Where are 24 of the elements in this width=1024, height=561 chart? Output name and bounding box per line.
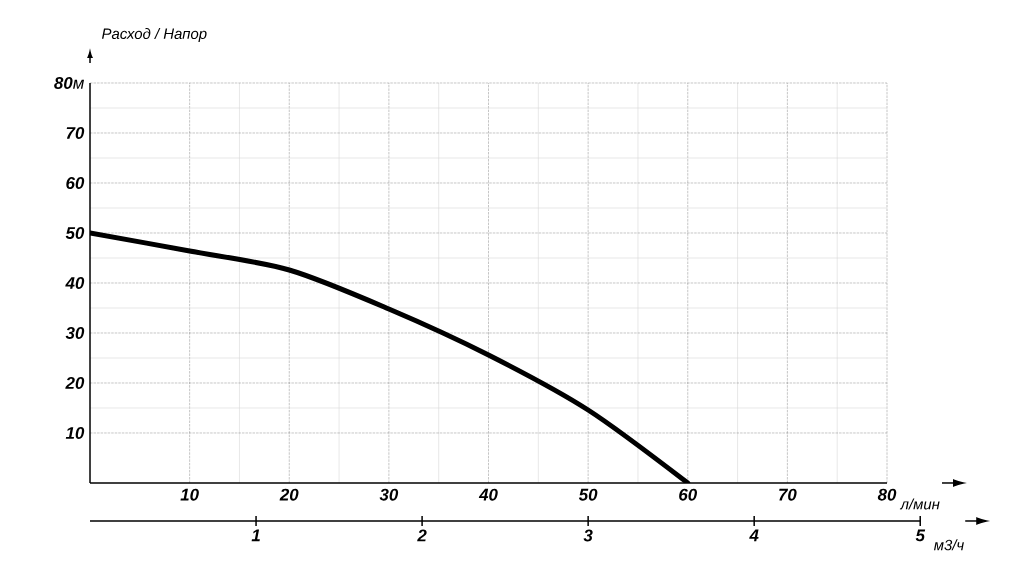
- x-tick-label: 80: [877, 488, 897, 501]
- x-tick-label: 40: [478, 488, 498, 501]
- x2-tick-label: 2: [417, 529, 427, 542]
- y-tick-label: 80м: [54, 77, 85, 89]
- x-tick-label: 30: [379, 488, 399, 501]
- x-tick-label: 10: [180, 488, 199, 501]
- x2-tick-label: 4: [749, 529, 759, 542]
- x-tick-label: 50: [578, 488, 598, 501]
- y-tick-label: 40: [65, 276, 85, 289]
- x2-axis-title: м3/ч: [933, 539, 964, 551]
- y-tick-label: 60: [66, 176, 85, 189]
- x2-tick-label: 3: [583, 529, 593, 542]
- x2-tick-label: 1: [251, 529, 260, 542]
- y-tick-label: 30: [65, 326, 85, 339]
- x2-tick-label: 5: [915, 529, 926, 542]
- y-tick-label: 20: [65, 376, 85, 389]
- y-tick-label: 70: [66, 126, 85, 139]
- x-axis-title: л/мин: [899, 498, 940, 510]
- x-tick-label: 20: [279, 488, 299, 501]
- x-tick-label: 70: [779, 488, 797, 501]
- y-tick-label: 10: [65, 426, 85, 439]
- y-tick-label: 50: [65, 226, 85, 239]
- x-tick-label: 60: [679, 488, 698, 501]
- y-axis-title: Расход / Напор: [101, 28, 207, 42]
